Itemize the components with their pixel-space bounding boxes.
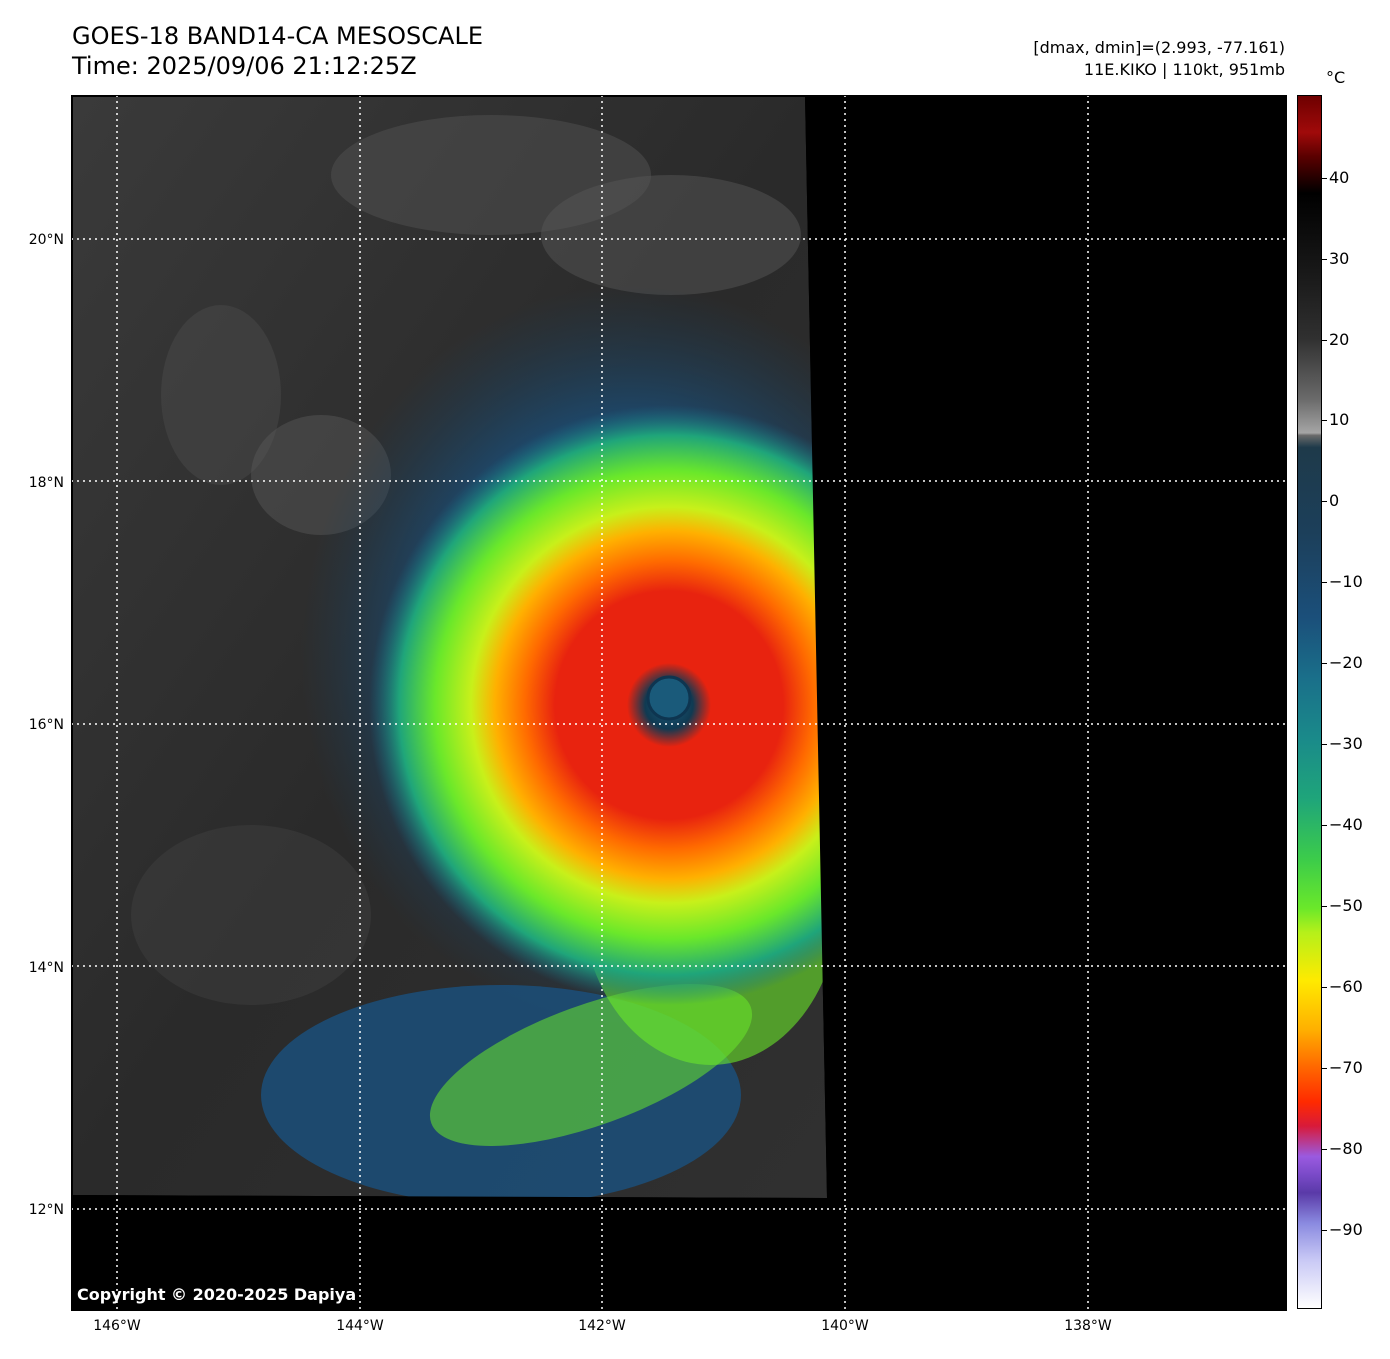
colorbar-tick-label: 20 [1329,330,1350,349]
map-frame [71,95,1287,1311]
colorbar-tick-mark [1322,340,1327,341]
lon-label: 146°W [93,1318,141,1334]
colorbar-tick-mark [1322,1068,1327,1069]
colorbar-tick-label: −70 [1329,1058,1363,1077]
colorbar-tick-mark [1322,178,1327,179]
colorbar-tick-mark [1322,906,1327,907]
colorbar-tick-label: −10 [1329,572,1363,591]
lon-label: 142°W [578,1318,626,1334]
colorbar-tick-label: −50 [1329,896,1363,915]
colorbar-tick-label: −20 [1329,653,1363,672]
colorbar-tick-mark [1322,501,1327,502]
lon-label: 144°W [336,1318,384,1334]
colorbar-tick-label: −60 [1329,977,1363,996]
graticule [71,95,1287,1311]
colorbar-tick-mark [1322,987,1327,988]
data-range-label: [dmax, dmin]=(2.993, -77.161) [1033,38,1285,57]
lat-label: 12°N [28,1202,64,1218]
colorbar-tick-label: 0 [1329,491,1340,510]
no-data-region [73,97,1287,1311]
colorbar-tick-label: 30 [1329,249,1350,268]
cloud-patch [161,305,281,485]
colorbar-tick-mark [1322,259,1327,260]
colorbar [1297,95,1322,1309]
colorbar-tick-mark [1322,744,1327,745]
lat-label: 16°N [28,717,64,733]
cloud-patch [541,175,801,295]
copyright-notice: Copyright © 2020-2025 Dapiya [77,1285,357,1304]
satellite-image-map[interactable] [71,95,1287,1311]
colorbar-tick-mark [1322,1149,1327,1150]
colorbar-unit: °C [1326,68,1346,87]
colorbar-tick-mark [1322,420,1327,421]
storm-info-label: 11E.KIKO | 110kt, 951mb [1083,60,1285,79]
colorbar-tick-label: 40 [1329,168,1350,187]
cloud-patch [131,825,371,1005]
map-time: Time: 2025/09/06 21:12:25Z [72,52,417,80]
colorbar-tick-mark [1322,663,1327,664]
colorbar-tick-label: −40 [1329,815,1363,834]
colorbar-tick-label: −30 [1329,734,1363,753]
hurricane-eye [646,675,692,721]
colorbar-tick-label: −90 [1329,1220,1363,1239]
lat-label: 14°N [28,960,64,976]
colorbar-tick-mark [1322,825,1327,826]
colorbar-tick-mark [1322,582,1327,583]
lat-label: 18°N [28,475,64,491]
colorbar-tick-label: 10 [1329,410,1350,429]
colorbar-tick-mark [1322,1230,1327,1231]
lat-label: 20°N [28,232,64,248]
map-title: GOES-18 BAND14-CA MESOSCALE [72,22,483,50]
lon-label: 138°W [1064,1318,1112,1334]
lon-label: 140°W [821,1318,869,1334]
colorbar-tick-label: −80 [1329,1139,1363,1158]
